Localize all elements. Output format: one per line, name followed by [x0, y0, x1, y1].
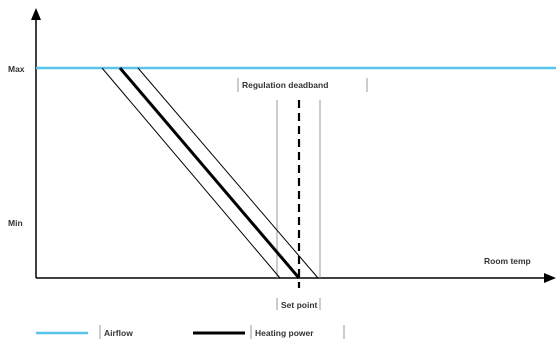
- legend-heating-label: Heating power: [255, 328, 314, 338]
- heating-curve-upper: [137, 67, 319, 279]
- deadband-label: Regulation deadband: [242, 80, 328, 90]
- heating-curve-main: [118, 67, 301, 279]
- y-axis-arrow: [31, 8, 41, 20]
- y-max-label: Max: [8, 64, 25, 74]
- y-min-label: Min: [8, 218, 23, 228]
- heating-curve-lower: [101, 67, 281, 279]
- x-axis-arrow: [544, 273, 556, 283]
- legend-airflow-label: Airflow: [104, 328, 133, 338]
- x-axis-label: Room temp: [484, 256, 531, 266]
- setpoint-label: Set point: [281, 300, 318, 310]
